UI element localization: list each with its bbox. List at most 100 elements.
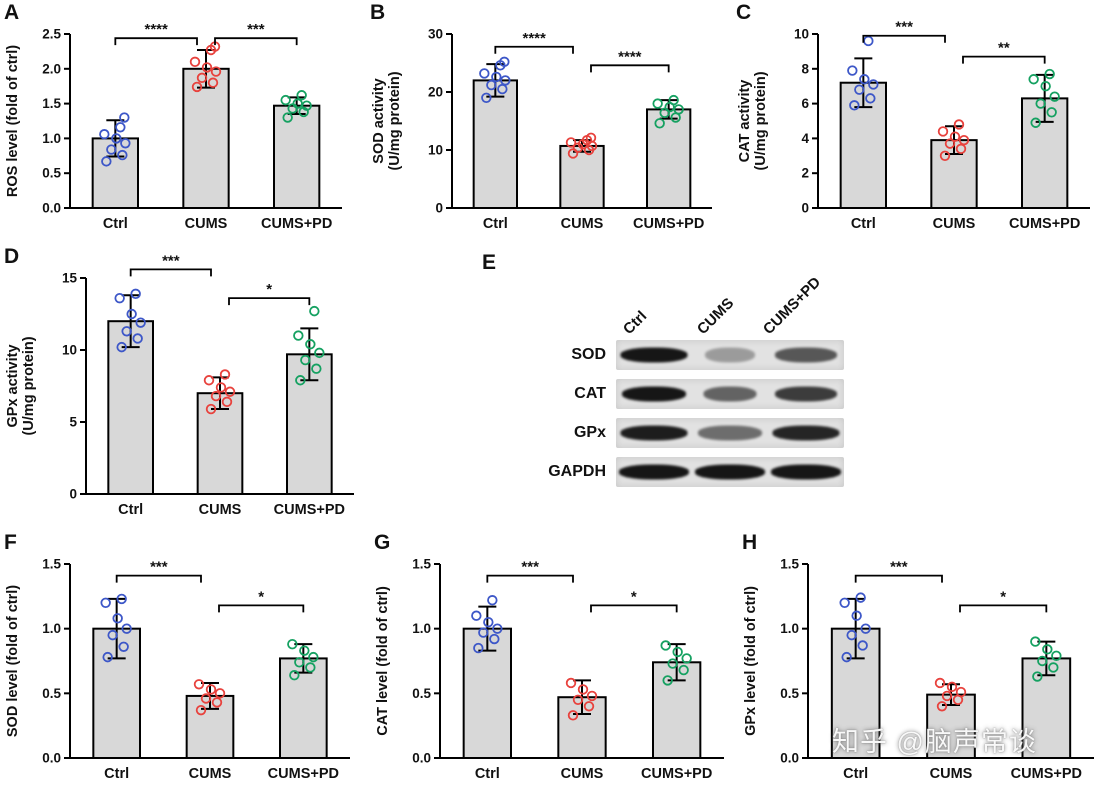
svg-text:***: *** (247, 21, 265, 38)
svg-text:1.0: 1.0 (42, 621, 61, 636)
svg-text:1.5: 1.5 (412, 557, 431, 572)
svg-text:**: ** (998, 40, 1010, 57)
sod-activity-chart: 0 10 20 30 SOD activity (U/mg protein) **** ***… (368, 6, 722, 243)
svg-text:0.5: 0.5 (42, 166, 61, 181)
svg-text:CUMS+PD: CUMS+PD (268, 766, 339, 782)
svg-text:GPx level (fold of ctrl): GPx level (fold of ctrl) (743, 586, 759, 736)
svg-text:***: *** (895, 19, 913, 36)
svg-text:CUMS+PD: CUMS+PD (274, 502, 345, 518)
svg-text:*: * (258, 588, 264, 605)
svg-text:****: **** (618, 48, 642, 65)
cat-activity-chart: 0 2 4 6 8 10 CAT activity (U/mg protein) *** ** Ct… (734, 6, 1100, 243)
svg-text:GPx activity: GPx activity (5, 344, 21, 427)
svg-text:*: * (631, 588, 637, 605)
svg-text:CUMS: CUMS (185, 216, 228, 232)
svg-text:0.0: 0.0 (780, 751, 799, 766)
panel-letter-c: C (736, 1, 752, 24)
blot-col-label-ctrl: Ctrl (619, 307, 651, 338)
svg-text:0.5: 0.5 (42, 686, 61, 701)
svg-text:Ctrl: Ctrl (475, 766, 500, 782)
svg-text:CUMS+PD: CUMS+PD (1009, 216, 1080, 232)
svg-text:Ctrl: Ctrl (103, 216, 128, 232)
svg-text:1.0: 1.0 (412, 621, 431, 636)
blot-col-label-cums-pd: CUMS+PD (759, 273, 825, 338)
panel-a: A 0.0 0.5 1.0 1.5 2.0 2.5 ROS level (fold of c… (2, 2, 362, 242)
svg-text:Ctrl: Ctrl (483, 216, 508, 232)
svg-text:Ctrl: Ctrl (104, 766, 129, 782)
blot-row-gpx: GPx (514, 418, 844, 448)
svg-text:0: 0 (435, 201, 443, 216)
svg-text:1.0: 1.0 (42, 131, 61, 146)
svg-text:30: 30 (428, 27, 443, 42)
svg-text:***: *** (162, 252, 180, 269)
svg-text:(U/mg protein): (U/mg protein) (753, 71, 769, 170)
svg-text:CUMS: CUMS (933, 216, 976, 232)
svg-text:10: 10 (794, 27, 809, 42)
svg-text:0: 0 (801, 201, 809, 216)
panel-b: B 0 10 20 30 SOD activity (U/mg protein) **** *… (368, 2, 730, 242)
svg-text:ROS level (fold of ctrl): ROS level (fold of ctrl) (5, 45, 21, 197)
gpx-level-chart: 0.0 0.5 1.0 1.5 GPx level (fold of ctrl) *** *… (740, 536, 1104, 788)
cat-level-chart: 0.0 0.5 1.0 1.5 CAT level (fold of ctrl) *** *… (372, 536, 734, 788)
svg-text:****: **** (522, 30, 546, 47)
panel-letter-e: E (482, 251, 497, 274)
svg-text:***: *** (521, 559, 539, 576)
svg-text:CUMS+PD: CUMS+PD (261, 216, 332, 232)
svg-text:CAT level (fold of ctrl): CAT level (fold of ctrl) (375, 586, 391, 736)
sod-level-chart: 0.0 0.5 1.0 1.5 SOD level (fold of ctrl) *** *… (2, 536, 360, 788)
blot-strip-gapdh (616, 457, 844, 487)
panel-c: C 0 2 4 6 8 10 CAT activity (U/mg protein) *** **… (734, 2, 1106, 242)
svg-text:2.5: 2.5 (42, 27, 61, 42)
svg-text:0.0: 0.0 (412, 751, 431, 766)
svg-text:4: 4 (801, 131, 809, 146)
blot-band (775, 347, 837, 363)
svg-text:0.0: 0.0 (42, 751, 61, 766)
svg-text:Ctrl: Ctrl (118, 502, 143, 518)
panel-d: D 0 5 10 15 GPx activity (U/mg protein) *** * Ct… (2, 246, 374, 528)
panel-e: E Ctrl CUMS CUMS+PD SOD CAT GPx GAPDH (480, 252, 870, 524)
panel-letter-g: G (374, 531, 391, 554)
blot-band (698, 425, 762, 441)
svg-text:0: 0 (69, 487, 77, 502)
svg-text:10: 10 (62, 343, 77, 358)
blot-row-sod: SOD (514, 340, 844, 370)
svg-text:CUMS: CUMS (189, 766, 232, 782)
svg-text:CUMS+PD: CUMS+PD (1011, 766, 1082, 782)
svg-text:10: 10 (428, 143, 443, 158)
blot-strip-gpx (616, 418, 844, 448)
svg-text:5: 5 (69, 415, 77, 430)
blot-band (619, 464, 689, 480)
blot-band (703, 386, 757, 402)
blot-band (775, 386, 837, 402)
panel-letter-f: F (4, 531, 17, 554)
blot-column-labels: Ctrl CUMS CUMS+PD (514, 256, 844, 340)
western-blot: Ctrl CUMS CUMS+PD SOD CAT GPx GAPDH (514, 256, 844, 496)
panel-h: H 0.0 0.5 1.0 1.5 GPx level (fold of ctrl) **… (740, 532, 1108, 788)
blot-strip-sod (616, 340, 844, 370)
blot-band (620, 425, 688, 441)
blot-row-label-sod: SOD (571, 346, 606, 363)
svg-text:8: 8 (801, 61, 809, 76)
blot-row-label-gapdh: GAPDH (548, 463, 606, 480)
svg-text:CAT activity: CAT activity (737, 80, 753, 163)
blot-row-gapdh: GAPDH (514, 457, 844, 487)
blot-row-cat: CAT (514, 379, 844, 409)
svg-text:***: *** (890, 559, 908, 576)
chart-svg: 0.0 0.5 1.0 1.5 2.0 2.5 ROS level (fold of ctr… (5, 21, 342, 232)
svg-text:15: 15 (62, 271, 78, 286)
svg-text:0.5: 0.5 (780, 686, 799, 701)
ros-level-chart: 0.0 0.5 1.0 1.5 2.0 2.5 ROS level (fold of ctr… (2, 6, 352, 243)
panel-letter-d: D (4, 245, 20, 268)
svg-text:1.5: 1.5 (42, 96, 61, 111)
svg-text:*: * (266, 281, 272, 298)
svg-text:Ctrl: Ctrl (851, 216, 876, 232)
svg-text:CUMS+PD: CUMS+PD (633, 216, 704, 232)
svg-text:(U/mg protein): (U/mg protein) (387, 71, 403, 170)
svg-text:1.5: 1.5 (42, 557, 61, 572)
panel-f: F 0.0 0.5 1.0 1.5 SOD level (fold of ctrl) **… (2, 532, 370, 788)
blot-band (620, 347, 688, 363)
svg-text:****: **** (144, 21, 168, 38)
